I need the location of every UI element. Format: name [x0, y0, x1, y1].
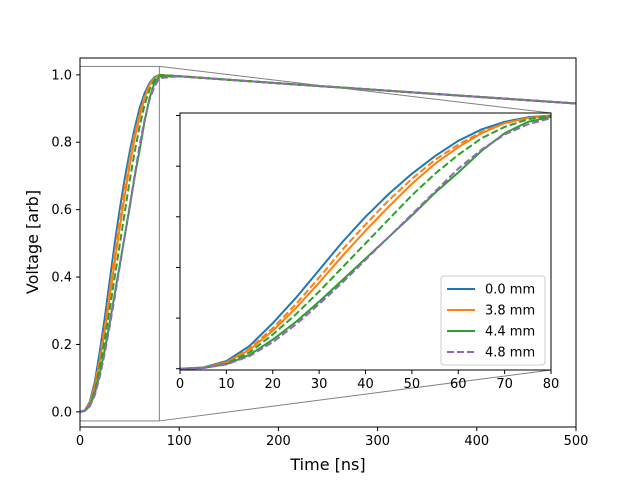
inset-series-line-2-3-8-mm [179, 114, 552, 370]
y-tick-label: 0.8 [51, 136, 72, 151]
x-tick-label: 200 [266, 434, 291, 449]
zoom-connector-bottom [159, 369, 552, 422]
inset-series-line-0-0-0-mm [179, 114, 552, 370]
legend-box [440, 275, 546, 366]
zoom-connector-top [159, 65, 552, 114]
inset-series-lines [179, 114, 552, 370]
legend-label-3-8-mm: 3.8 mm [485, 304, 535, 319]
y-tick-label: 0.6 [51, 203, 72, 218]
main-series-lines [79, 73, 577, 413]
inset-x-tick-label: 80 [543, 377, 560, 392]
inset-plot: 0 10 20 30 40 50 60 70 80 0.0 mm 3.8 mm 4.4 mm 4.8 … [176, 112, 560, 392]
inset-x-tick-label: 50 [404, 377, 421, 392]
y-tick-label: 0.2 [51, 338, 72, 353]
inset-x-tick-label: 70 [496, 377, 513, 392]
inset-series-line-5-4-8-mm [179, 117, 552, 370]
x-tick-label: 100 [167, 434, 192, 449]
legend-label-0-0-mm: 0.0 mm [485, 283, 535, 298]
y-tick-label: 0.4 [51, 271, 72, 286]
inset-x-tick-label: 40 [357, 377, 374, 392]
main-axes-frame [79, 57, 577, 428]
x-tick-label: 0 [76, 434, 84, 449]
y-tick-label: 1.0 [51, 68, 72, 83]
x-tick-label: 300 [365, 434, 390, 449]
y-axis-label: Voltage [arb] [23, 190, 42, 294]
y-tick-label: 0.0 [51, 405, 72, 420]
inset-x-tick-label: 10 [218, 377, 235, 392]
x-axis-label: Time [ns] [289, 455, 365, 474]
inset-x-tick-label: 30 [311, 377, 328, 392]
legend: 0.0 mm 3.8 mm 4.4 mm 4.8 mm [440, 275, 546, 366]
inset-x-tick-label: 20 [264, 377, 281, 392]
legend-entries: 0.0 mm 3.8 mm 4.4 mm 4.8 mm [447, 283, 535, 361]
main-series-line-5-4-8-mm [79, 75, 577, 413]
x-tick-label: 500 [564, 434, 589, 449]
inset-series-line-3-unlabeled [179, 114, 552, 370]
legend-label-4-4-mm: 4.4 mm [485, 325, 535, 340]
inset-axis-ticks: 0 10 20 30 40 50 60 70 80 [176, 115, 560, 392]
inset-x-tick-label: 60 [450, 377, 467, 392]
x-tick-label: 400 [464, 434, 489, 449]
legend-label-4-8-mm: 4.8 mm [485, 346, 535, 361]
inset-x-tick-label: 0 [176, 377, 184, 392]
